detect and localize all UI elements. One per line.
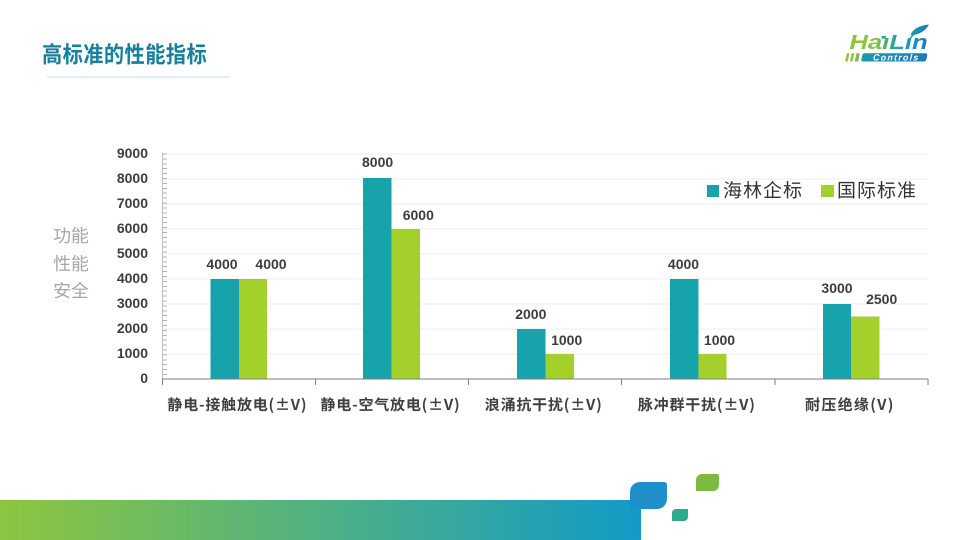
svg-text:Controls: Controls [873,53,920,63]
svg-text:HaıLın: HaıLın [849,30,927,53]
